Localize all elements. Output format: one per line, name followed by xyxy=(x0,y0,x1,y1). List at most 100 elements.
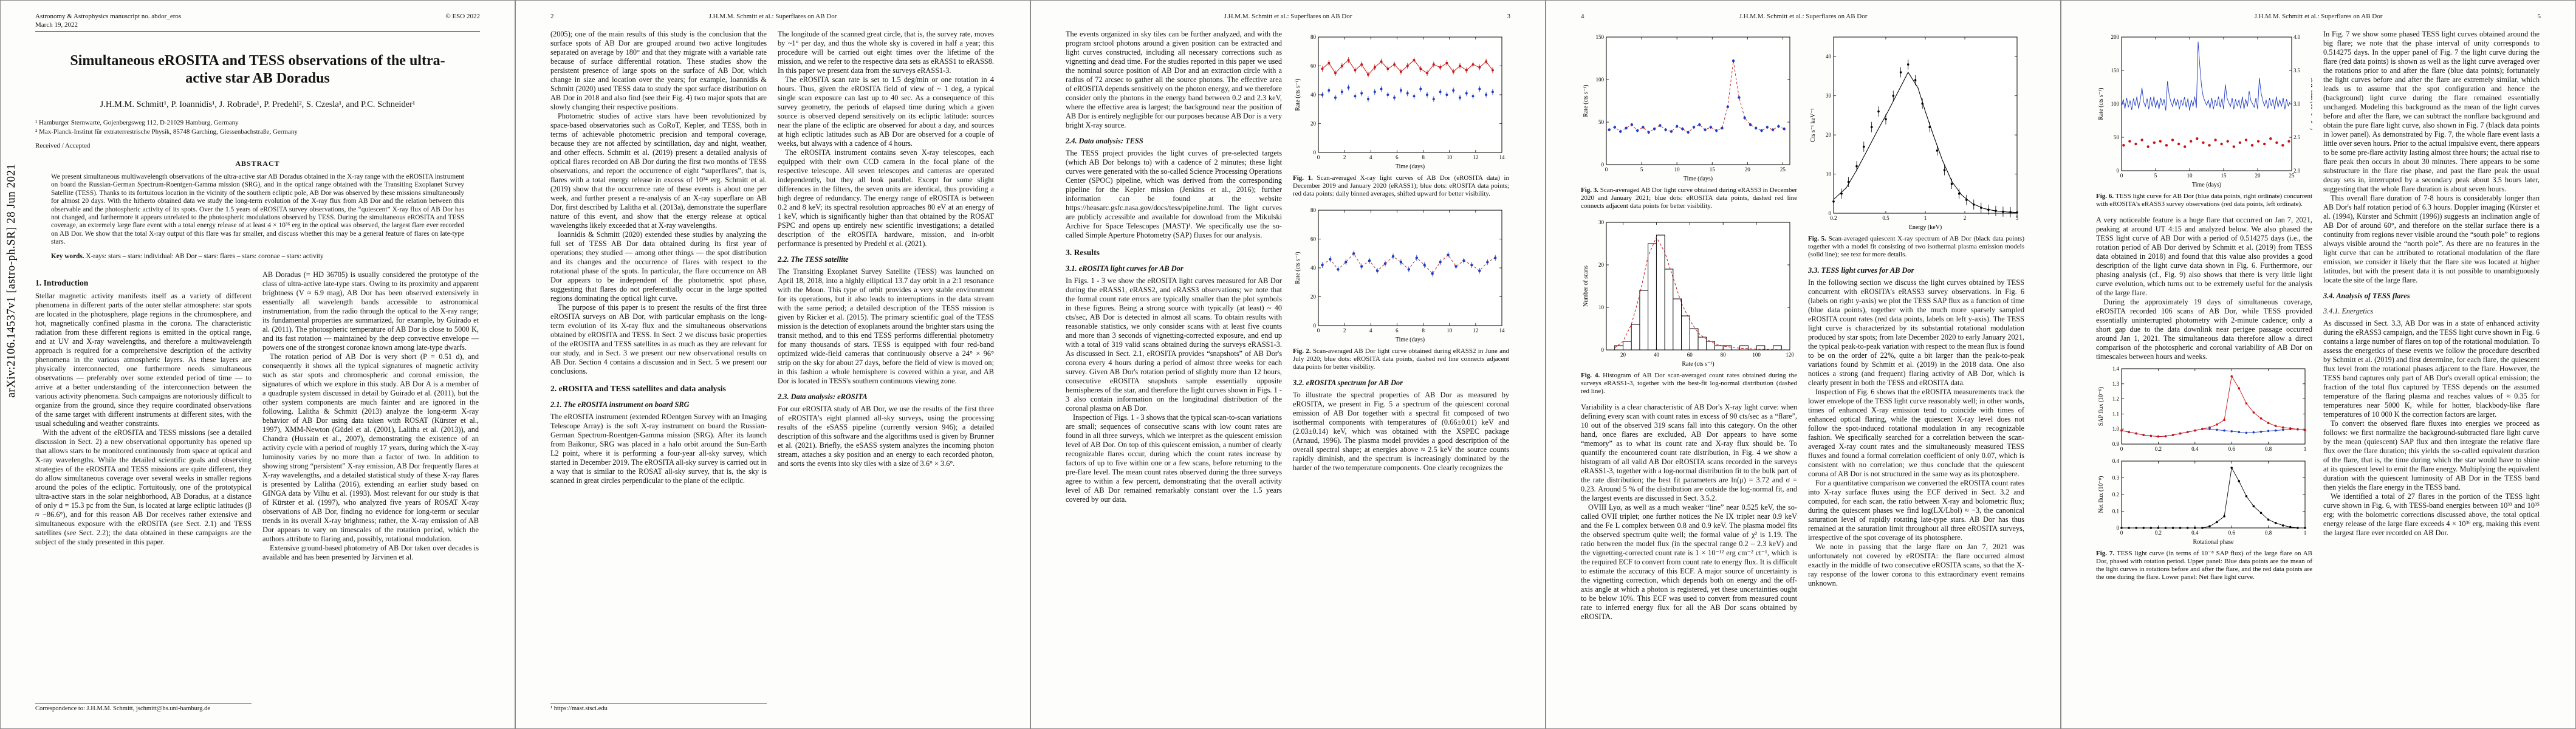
page-3-content: J.H.M.M. Schmitt et al.: Superflares on … xyxy=(1066,13,1510,713)
svg-text:60: 60 xyxy=(1310,63,1317,69)
page-2: 2 J.H.M.M. Schmitt et al.: Superflares o… xyxy=(515,0,1030,729)
svg-text:10: 10 xyxy=(1826,171,1832,177)
svg-text:3.5: 3.5 xyxy=(2293,67,2301,74)
svg-text:30: 30 xyxy=(1826,93,1832,99)
running-title: J.H.M.M. Schmitt et al.: Superflares on … xyxy=(1224,13,1352,20)
svg-text:10: 10 xyxy=(1674,166,1680,173)
author-list: J.H.M.M. Schmitt¹, P. Ioannidis¹, J. Rob… xyxy=(100,100,416,109)
running-header: J.H.M.M. Schmitt et al.: Superflares on … xyxy=(1066,13,1510,20)
svg-text:2: 2 xyxy=(1964,215,1967,221)
paragraph: Inspection of Figs. 1 - 3 shows that the… xyxy=(1066,413,1282,504)
svg-text:1.3: 1.3 xyxy=(2112,381,2120,387)
svg-text:Energy (keV): Energy (keV) xyxy=(1909,224,1942,231)
svg-text:10: 10 xyxy=(1598,304,1605,310)
page-2-content: 2 J.H.M.M. Schmitt et al.: Superflares o… xyxy=(550,13,995,713)
svg-text:100: 100 xyxy=(1752,352,1761,358)
chart: 0 5 10 15 20 25 0 50 100 150 200 2.0 2.5 3.0 3.5 4.0 Tim… xyxy=(2098,34,2312,188)
column-right: 0 2 4 6 8 10 12 14 0 20 40 60 80 Time (days) Rate (cts… xyxy=(1293,30,1509,473)
paragraph: The TESS project provides the light curv… xyxy=(1066,149,1282,239)
svg-text:0: 0 xyxy=(1314,323,1317,329)
svg-text:5: 5 xyxy=(2154,173,2157,179)
svg-text:0.1: 0.1 xyxy=(2112,508,2119,515)
figure-label: Fig. 5. xyxy=(1808,235,1829,242)
svg-text:0: 0 xyxy=(2117,168,2120,174)
figure-label: Fig. 4. xyxy=(1581,372,1603,379)
column-right: In Fig. 7 we show some phased TESS light… xyxy=(2323,30,2540,538)
paragraph: A very noticeable feature is a huge flar… xyxy=(2096,216,2312,297)
eso-copyright: © ESO 2022 xyxy=(445,13,480,20)
paragraph: The rotation period of AB Dor is very sh… xyxy=(262,352,479,544)
svg-text:200: 200 xyxy=(2111,34,2120,40)
affiliation-2: ² Max-Planck-Institut für extraterrestri… xyxy=(35,128,298,135)
svg-text:0.4: 0.4 xyxy=(2112,458,2120,464)
svg-text:0.2: 0.2 xyxy=(2112,491,2119,498)
paragraph: The events organized in sky tiles can be… xyxy=(1066,30,1282,129)
svg-text:5: 5 xyxy=(2016,215,2019,221)
figure-fig2: 0 2 4 6 8 10 12 14 0 20 40 60 80 Time (days) Rate (cts… xyxy=(1293,205,1509,371)
running-header: 2 J.H.M.M. Schmitt et al.: Superflares o… xyxy=(550,13,995,20)
figure-label: Fig. 6. xyxy=(2096,193,2115,200)
paragraph: This overall flare duration of 7-8 hours… xyxy=(2323,194,2540,284)
svg-text:6: 6 xyxy=(1396,154,1399,160)
svg-text:20: 20 xyxy=(1310,294,1317,300)
svg-text:100: 100 xyxy=(1596,77,1605,83)
paragraph: The eROSITA instrument (extended ROentge… xyxy=(550,412,767,485)
paragraph: To convert the observed flare fluxes int… xyxy=(2323,419,2540,491)
paragraph: OVIII Lyα, as well as a much weaker “lin… xyxy=(1581,503,1797,621)
svg-text:50: 50 xyxy=(1598,119,1605,125)
running-header: J.H.M.M. Schmitt et al.: Superflares on … xyxy=(2096,13,2541,20)
svg-text:4: 4 xyxy=(1369,154,1372,160)
svg-text:0.9: 0.9 xyxy=(2112,441,2120,447)
column-left: 0 5 10 15 20 25 0 50 100 150 Time (days) Rate (cts … xyxy=(1581,30,1797,621)
column-right: AB Doradus (= HD 36705) is usually consi… xyxy=(262,270,479,562)
svg-text:0: 0 xyxy=(2120,446,2123,452)
paragraph: We identified a total of 27 flares in th… xyxy=(2323,492,2540,537)
svg-text:20: 20 xyxy=(1826,132,1832,138)
svg-text:25: 25 xyxy=(2289,173,2295,179)
svg-text:3.0: 3.0 xyxy=(2293,101,2301,107)
svg-text:4.0: 4.0 xyxy=(2293,34,2301,40)
svg-text:15: 15 xyxy=(2221,173,2227,179)
paragraph: Ioannidis & Schmitt (2020) extended thes… xyxy=(550,230,767,303)
svg-text:50: 50 xyxy=(2114,134,2120,140)
svg-text:1.2: 1.2 xyxy=(2112,396,2119,402)
paragraph: The eROSITA scan rate is set to 1.5 deg/… xyxy=(778,75,994,148)
svg-text:SAP flux (10⁶ e⁻ s⁻¹): SAP flux (10⁶ e⁻ s⁻¹) xyxy=(2309,78,2312,130)
svg-text:Time (days): Time (days) xyxy=(2192,182,2221,188)
affiliation-1: ¹ Hamburger Sternwarte, Gojenbergsweg 11… xyxy=(35,119,239,126)
page-4-content: 4 J.H.M.M. Schmitt et al.: Superflares o… xyxy=(1581,13,2026,713)
two-column-body: 0 5 10 15 20 25 0 50 100 150 Time (days) Rate (cts … xyxy=(1581,30,2026,621)
svg-text:14: 14 xyxy=(1499,327,1506,334)
figure-fig7: 0 0.2 0.4 0.6 0.8 1 0.9 1.0 1.1 1.2 1.3 1.4 SAP flux… xyxy=(2096,364,2312,581)
svg-text:1: 1 xyxy=(2304,530,2307,536)
svg-text:60: 60 xyxy=(1687,352,1693,358)
paragraph: As discussed in Sect. 3.3, AB Dor was in… xyxy=(2323,319,2540,419)
figure-label: Fig. 7. xyxy=(2096,550,2117,557)
figure-fig4: 20 40 60 80 100 120 0 10 20 30 Rate (cts s⁻¹) Numbe… xyxy=(1581,217,1797,395)
svg-text:0.3: 0.3 xyxy=(2112,475,2120,481)
svg-text:Rate (cts s⁻¹): Rate (cts s⁻¹) xyxy=(2098,87,2105,120)
svg-text:0.2: 0.2 xyxy=(2155,530,2162,536)
svg-text:1: 1 xyxy=(2304,446,2307,452)
svg-text:10: 10 xyxy=(2187,173,2193,179)
svg-text:0: 0 xyxy=(1829,210,1832,216)
chart: 20 40 60 80 100 120 0 10 20 30 Rate (cts s⁻¹) Numbe… xyxy=(1583,219,1794,368)
svg-text:40: 40 xyxy=(1310,265,1317,271)
section-heading: 3.1. eROSITA light curves for AB Dor xyxy=(1066,264,1184,273)
svg-text:40: 40 xyxy=(1310,92,1317,98)
paragraph: The purpose of this paper is to present … xyxy=(550,303,767,375)
svg-text:1.1: 1.1 xyxy=(2112,411,2119,417)
received-line: Received / Accepted xyxy=(35,142,91,149)
figure-caption: Fig. 2. Scan-averaged AB Dor light curve… xyxy=(1293,347,1509,371)
svg-text:4: 4 xyxy=(1369,327,1372,334)
paragraph: With the advent of the eROSITA and TESS … xyxy=(35,428,252,547)
paragraph: During the approximately 19 days of simu… xyxy=(2096,298,2312,361)
svg-text:2.5: 2.5 xyxy=(2293,134,2301,140)
two-column-body: The events organized in sky tiles can be… xyxy=(1066,30,1510,504)
section-heading: 3.2. eROSITA spectrum for AB Dor xyxy=(1293,378,1403,387)
page-5: J.H.M.M. Schmitt et al.: Superflares on … xyxy=(2061,0,2576,729)
svg-text:Cts s⁻¹ keV⁻¹: Cts s⁻¹ keV⁻¹ xyxy=(1810,108,1817,142)
paragraph: In the following section we discuss the … xyxy=(1808,278,2024,387)
page-number: 5 xyxy=(2537,13,2541,20)
